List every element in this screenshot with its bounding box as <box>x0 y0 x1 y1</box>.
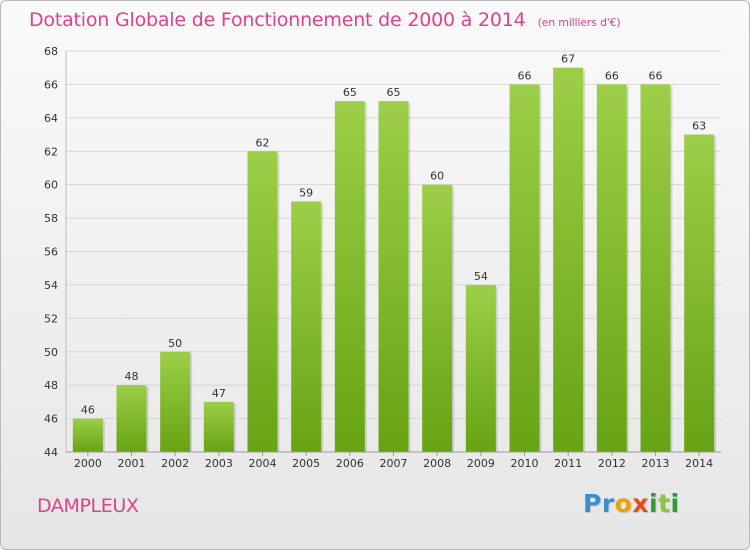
value-label: 65 <box>387 86 401 99</box>
y-tick-label: 62 <box>44 145 58 158</box>
bar <box>203 401 234 452</box>
value-label: 59 <box>299 186 313 199</box>
value-label: 66 <box>518 69 532 82</box>
x-tick-label: 2000 <box>74 457 102 470</box>
y-tick-label: 46 <box>44 413 58 426</box>
logo-letter: i <box>649 489 659 518</box>
y-tick-label: 56 <box>44 246 58 259</box>
value-label: 50 <box>168 337 182 350</box>
x-tick-label: 2009 <box>467 457 495 470</box>
x-tick-label: 2013 <box>642 457 670 470</box>
bar <box>553 67 584 452</box>
chart-title-text: Dotation Globale de Fonctionnement de 20… <box>29 9 526 31</box>
y-tick-label: 60 <box>44 179 58 192</box>
chart-title: Dotation Globale de Fonctionnement de 20… <box>29 9 621 31</box>
logo-letter: i <box>670 489 680 518</box>
logo-letter: r <box>601 489 615 518</box>
x-tick-label: 2011 <box>554 457 582 470</box>
value-label: 62 <box>256 136 270 149</box>
commune-name: DAMPLEUX <box>37 495 139 517</box>
x-tick-label: 2005 <box>292 457 320 470</box>
x-tick-label: 2007 <box>380 457 408 470</box>
x-tick-label: 2006 <box>336 457 364 470</box>
bar <box>640 84 671 453</box>
y-tick-label: 48 <box>44 379 58 392</box>
x-tick-label: 2002 <box>161 457 189 470</box>
y-tick-label: 54 <box>44 279 58 292</box>
value-label: 46 <box>81 404 95 417</box>
bar <box>116 385 147 452</box>
value-label: 66 <box>605 69 619 82</box>
logo-letter: o <box>614 489 633 518</box>
bar <box>684 134 715 452</box>
value-label: 48 <box>125 370 139 383</box>
x-tick-label: 2004 <box>249 457 277 470</box>
value-label: 54 <box>474 270 488 283</box>
x-tick-label: 2010 <box>511 457 539 470</box>
y-tick-label: 58 <box>44 212 58 225</box>
chart-unit-label: (en milliers d'€) <box>537 16 621 29</box>
value-label: 67 <box>561 53 575 66</box>
x-tick-label: 2014 <box>685 457 713 470</box>
logo-letter: P <box>583 489 602 518</box>
x-tick-label: 2012 <box>598 457 626 470</box>
x-tick-label: 2008 <box>423 457 451 470</box>
y-tick-label: 66 <box>44 78 58 91</box>
y-tick-label: 50 <box>44 346 58 359</box>
value-label: 63 <box>692 120 706 133</box>
logo-letter: x <box>632 489 649 518</box>
bar <box>422 184 453 452</box>
x-tick-label: 2003 <box>205 457 233 470</box>
value-label: 65 <box>343 86 357 99</box>
proxiti-logo: Proxiti <box>583 489 680 518</box>
bar <box>509 84 540 453</box>
bar <box>378 101 409 452</box>
bar <box>72 418 103 452</box>
x-tick-label: 2001 <box>118 457 146 470</box>
y-tick-label: 68 <box>44 45 58 58</box>
y-tick-label: 52 <box>44 312 58 325</box>
value-label: 66 <box>649 69 663 82</box>
logo-letter: t <box>658 489 671 518</box>
bar <box>596 84 627 453</box>
y-tick-label: 64 <box>44 112 58 125</box>
bar <box>247 151 278 452</box>
bar <box>465 284 496 452</box>
value-label: 60 <box>430 170 444 183</box>
bar <box>160 351 191 452</box>
bar <box>291 201 322 452</box>
y-tick-label: 44 <box>44 446 58 459</box>
bar <box>334 101 365 452</box>
value-label: 47 <box>212 387 226 400</box>
